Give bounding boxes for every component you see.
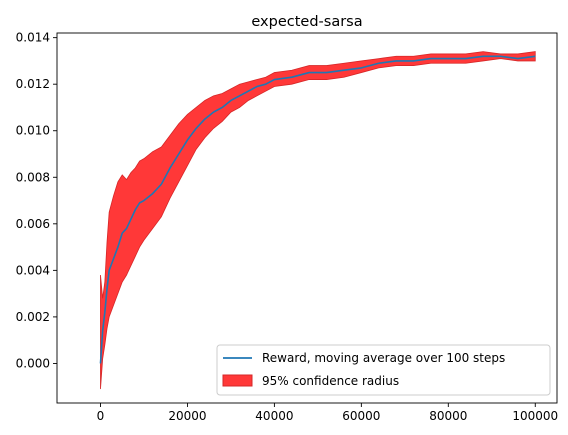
x-tick-label: 0 xyxy=(97,409,105,423)
y-tick-label: 0.002 xyxy=(16,310,50,324)
legend-label-reward: Reward, moving average over 100 steps xyxy=(262,351,505,365)
legend-band-swatch xyxy=(222,374,253,387)
axes-frame xyxy=(56,32,558,404)
plot-area xyxy=(56,32,558,404)
legend-frame xyxy=(216,344,551,396)
y-tick-label: 0.006 xyxy=(16,217,50,231)
y-tick-label: 0.014 xyxy=(16,31,50,45)
legend: Reward, moving average over 100 steps 95… xyxy=(216,344,551,396)
y-tick-label: 0.012 xyxy=(16,77,50,91)
y-tick-label: 0.000 xyxy=(16,356,50,370)
y-tick-label: 0.004 xyxy=(16,263,50,277)
x-tick-label: 20000 xyxy=(168,409,206,423)
y-tick-label: 0.010 xyxy=(16,124,50,138)
x-axis: 0 20000 40000 60000 80000 100000 xyxy=(97,403,558,423)
confidence-band xyxy=(100,51,536,390)
reward-line xyxy=(99,55,536,364)
y-tick-label: 0.008 xyxy=(16,170,50,184)
chart-title: expected-sarsa xyxy=(251,14,362,30)
x-tick-label: 40000 xyxy=(255,409,293,423)
legend-label-confidence: 95% confidence radius xyxy=(262,374,399,388)
x-tick-label: 60000 xyxy=(342,409,380,423)
x-tick-label: 100000 xyxy=(512,409,558,423)
y-axis: 0.000 0.002 0.004 0.006 0.008 0.010 0.012 0.014 xyxy=(16,31,57,370)
x-tick-label: 80000 xyxy=(429,409,467,423)
